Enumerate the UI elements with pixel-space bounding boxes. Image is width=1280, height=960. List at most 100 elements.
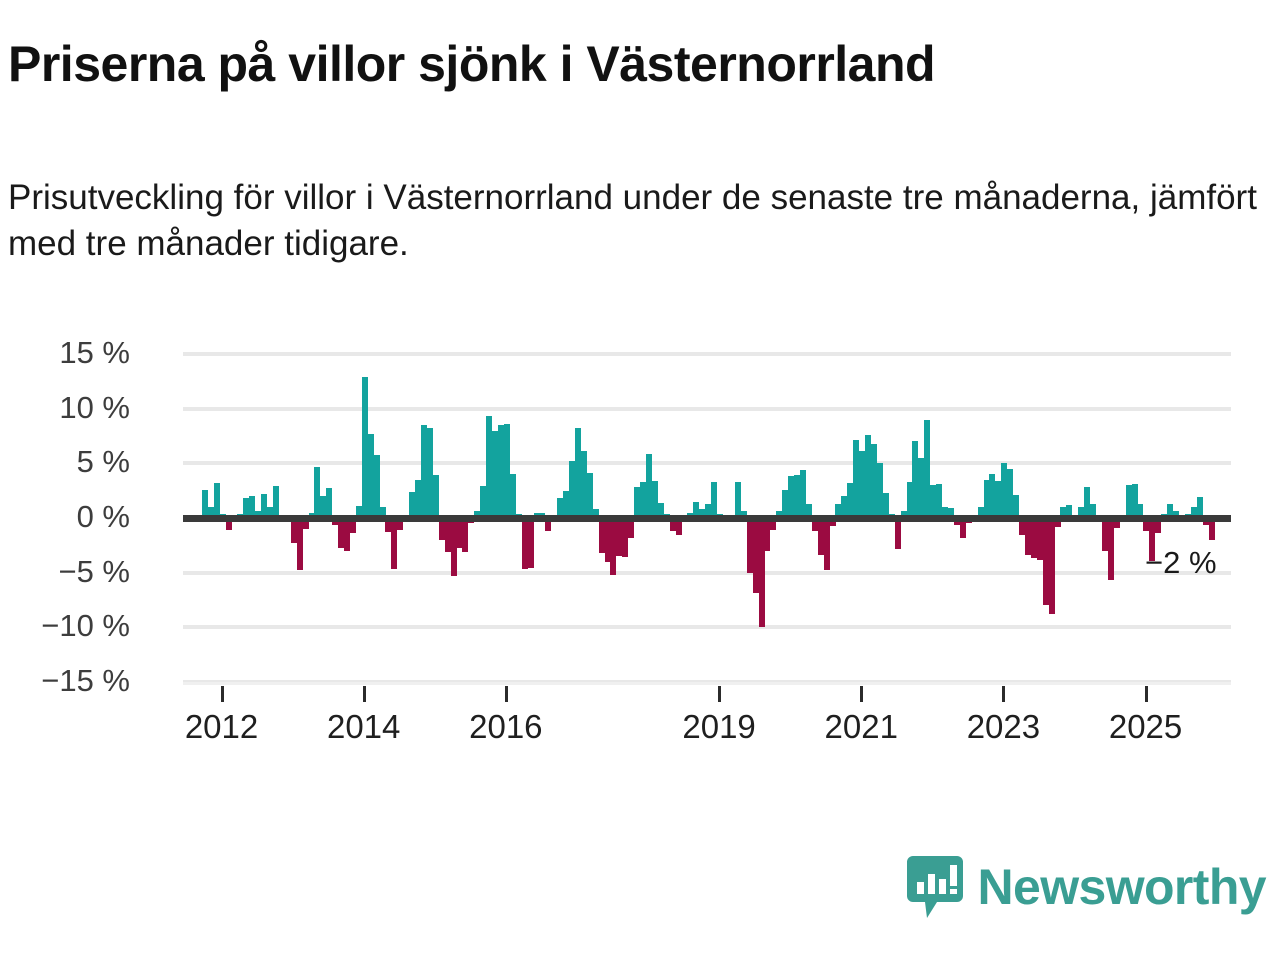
gridline — [183, 679, 1231, 684]
chart-bar — [876, 463, 883, 518]
chart-bar — [213, 483, 220, 518]
chart-bar — [450, 518, 457, 576]
brand-name: Newsworthy — [977, 859, 1266, 915]
chart-bar — [409, 491, 416, 518]
chart-bar — [1066, 504, 1073, 518]
x-axis-tick-label: 2025 — [1108, 708, 1183, 745]
chart-bar — [201, 489, 208, 518]
chart-bar — [894, 518, 901, 549]
chart-bar — [930, 485, 937, 518]
chart-bar — [509, 474, 516, 518]
chart-bar — [622, 518, 629, 558]
chart-bar — [344, 518, 351, 551]
chart-bar — [823, 518, 830, 571]
chart-bar — [586, 473, 593, 518]
chart-bar — [865, 434, 872, 518]
chart-bar — [1149, 518, 1156, 561]
zero-line — [183, 515, 1231, 522]
chart-bar — [1042, 518, 1049, 606]
chart-bar — [924, 419, 931, 518]
chart-bar — [675, 518, 682, 536]
chart-bar — [1107, 518, 1114, 581]
gridline — [183, 352, 1231, 357]
gridline — [183, 406, 1231, 411]
x-axis-tick-mark — [220, 686, 224, 702]
chart-bar — [438, 518, 445, 540]
chart-bar — [734, 481, 741, 518]
chart-bar — [835, 503, 842, 518]
chart-bar — [871, 443, 877, 518]
chart-bar — [1084, 487, 1091, 518]
chart-bar — [290, 518, 297, 544]
chart-bar — [1007, 468, 1014, 518]
y-axis-tick-label: 5 % — [76, 444, 130, 480]
chart-bar — [545, 518, 552, 532]
x-axis-tick-mark — [718, 686, 722, 702]
chart-bar — [474, 511, 481, 518]
chart-bar — [1024, 518, 1031, 556]
y-axis-tick-label: 15 % — [59, 335, 130, 371]
chart-bar — [918, 457, 925, 518]
chart-bar — [207, 507, 214, 518]
chart-bar — [492, 430, 499, 518]
chart-bar — [1001, 463, 1008, 518]
chart-bar — [1048, 518, 1055, 615]
chart-bar — [657, 502, 664, 518]
chart-bar — [272, 486, 279, 518]
chart-bar — [799, 469, 806, 518]
chart-bar — [805, 503, 812, 518]
gridline — [183, 461, 1231, 466]
chart-bar — [711, 481, 718, 518]
chart-bar — [421, 425, 428, 518]
chart-bar — [776, 511, 783, 518]
chart-bar — [859, 451, 866, 518]
chart-bar — [1090, 503, 1097, 518]
chart-bar — [486, 416, 493, 518]
last-value-annotation: −2 % — [1145, 545, 1217, 580]
chart-bar — [782, 489, 789, 518]
chart-bar — [947, 508, 954, 518]
chart-bar — [267, 507, 274, 518]
chart-bar — [1196, 497, 1203, 518]
y-axis-tick-label: 10 % — [59, 389, 130, 425]
y-axis-tick-label: 0 % — [76, 499, 130, 534]
chart-bar — [574, 428, 581, 518]
chart-bar — [1030, 518, 1037, 559]
chart-bar — [1167, 503, 1174, 518]
newsworthy-logo[interactable]: Newsworthy — [907, 856, 1267, 918]
x-axis-tick-mark — [1144, 686, 1148, 702]
x-axis-tick-label: 2012 — [184, 708, 259, 745]
chart-bar — [415, 479, 422, 518]
chart-bar — [379, 507, 386, 518]
gridline — [183, 570, 1231, 575]
page-subtitle: Prisutveckling för villor i Västernorrla… — [8, 178, 1257, 264]
chart-bar — [557, 498, 564, 518]
chart-bar — [225, 518, 232, 531]
chart-bar — [563, 490, 570, 518]
chart-bar — [841, 496, 848, 518]
chart-bar — [942, 507, 949, 518]
chart-bar — [995, 480, 1002, 518]
chart-bar — [1019, 518, 1026, 536]
chart-bar — [462, 518, 469, 552]
x-axis-tick-label: 2021 — [824, 708, 898, 745]
chart-bar — [752, 518, 759, 594]
chart-bar — [651, 480, 658, 518]
x-axis-tick-mark — [1002, 686, 1006, 702]
chart-bar — [811, 518, 818, 532]
chart-bar — [906, 481, 913, 518]
chart-bar — [1054, 518, 1061, 527]
chart-bar — [1113, 518, 1120, 528]
chart-bar — [580, 451, 587, 518]
chart-bar — [261, 493, 268, 518]
chart-bar — [1036, 518, 1043, 560]
chart-bar — [391, 518, 398, 570]
chart-bar — [1060, 507, 1067, 518]
chart-bar — [527, 518, 534, 569]
chart-bar — [746, 518, 753, 573]
chart-bar — [977, 507, 984, 518]
chart-bar — [444, 518, 451, 552]
chart-bar — [646, 453, 652, 518]
chart-bar — [788, 476, 795, 518]
